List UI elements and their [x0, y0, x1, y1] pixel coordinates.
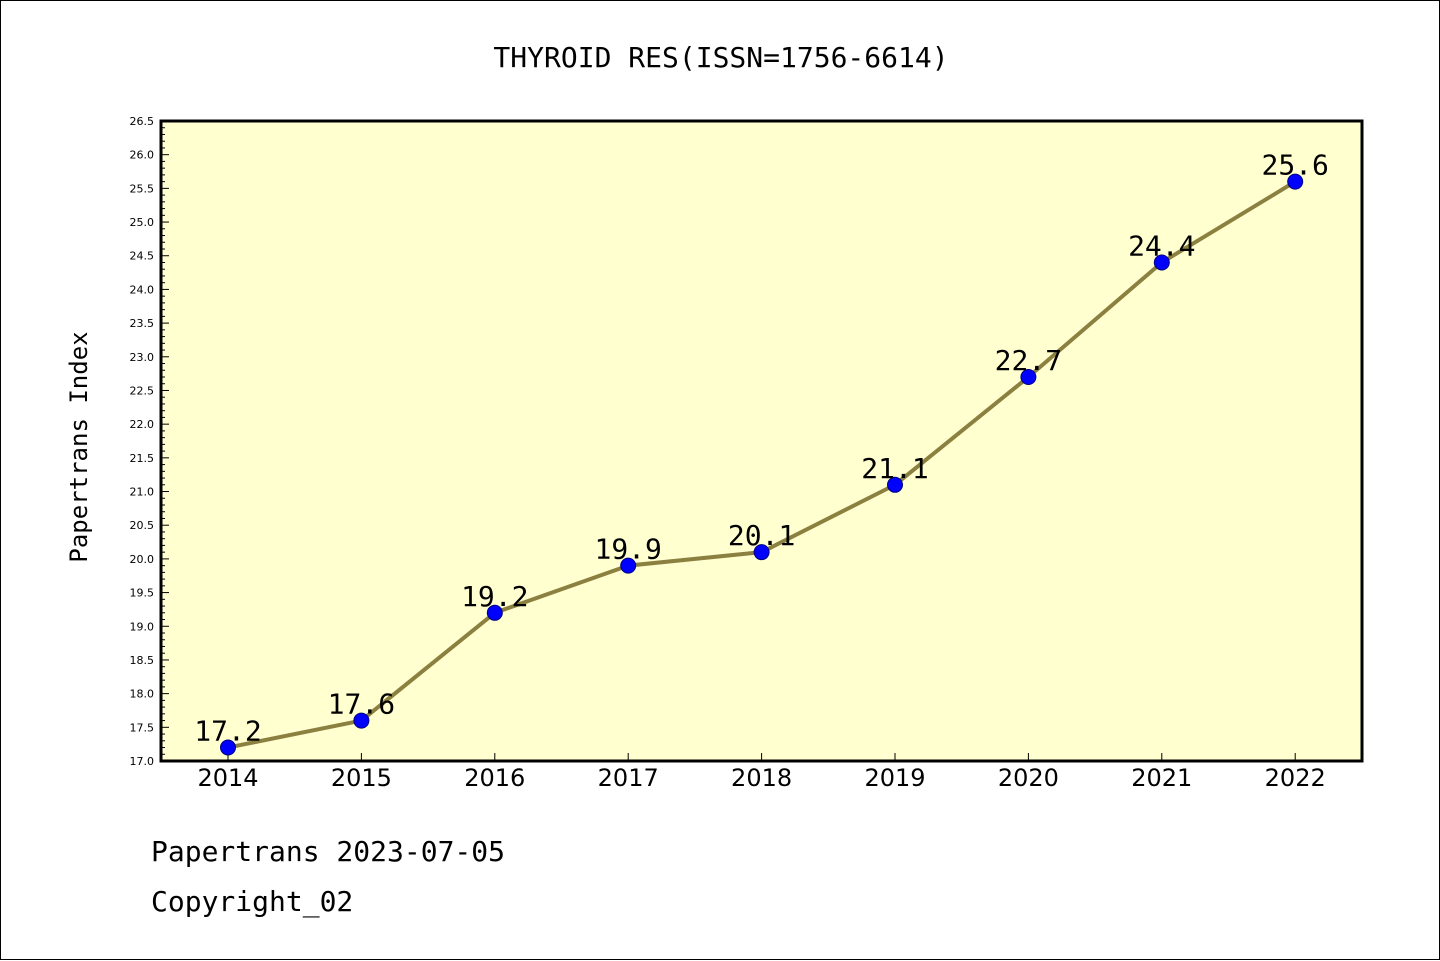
x-tick-label: 2021 — [1131, 764, 1192, 792]
y-ticks: 17.0 17.5 18.0 18.5 19.0 19.5 20.0 20.5 21.0 21.5… — [130, 115, 169, 768]
data-labels: 17.2 17.6 19.2 19.9 20.1 21.1 22.7 24.4 25.6 — [194, 149, 1329, 748]
y-tick-label: 20.5 — [130, 519, 155, 532]
x-tick-label: 2022 — [1265, 764, 1326, 792]
x-tick-label: 2018 — [731, 764, 792, 792]
y-tick-label: 23.0 — [130, 351, 155, 364]
x-tick-label: 2019 — [864, 764, 925, 792]
y-tick-label: 21.0 — [130, 486, 155, 499]
y-tick-label: 18.5 — [130, 654, 155, 667]
data-label: 17.2 — [194, 715, 261, 748]
data-point — [887, 476, 903, 493]
data-point — [353, 712, 370, 729]
y-tick-label: 19.5 — [130, 587, 155, 600]
y-tick-label: 18.0 — [130, 688, 155, 701]
y-tick-label: 23.5 — [130, 317, 155, 330]
data-label: 20.1 — [728, 519, 795, 552]
y-tick-label: 24.0 — [130, 283, 155, 296]
x-tick-label: 2016 — [464, 764, 525, 792]
plot-border — [159, 119, 1364, 763]
data-point — [1153, 254, 1170, 271]
data-label: 24.4 — [1128, 229, 1195, 262]
data-label: 21.1 — [861, 452, 928, 485]
footer-copyright: Copyright_02 — [151, 885, 354, 918]
y-tick-label: 22.5 — [130, 384, 155, 397]
y-tick-label: 20.0 — [130, 553, 155, 566]
data-point — [1287, 173, 1304, 190]
data-label: 19.2 — [461, 580, 528, 613]
data-label: 19.9 — [594, 533, 661, 566]
data-point — [486, 604, 503, 621]
plot-area — [161, 121, 1362, 761]
y-tick-label: 25.5 — [130, 182, 155, 195]
data-point — [753, 544, 770, 561]
y-tick-label: 24.5 — [130, 250, 155, 263]
x-tick-label: 2017 — [598, 764, 659, 792]
y-tick-label: 21.5 — [130, 452, 155, 465]
footer-date: Papertrans 2023-07-05 — [151, 835, 506, 868]
x-ticks: 2014 2015 2016 2017 2018 2019 2020 2021 2022 — [197, 753, 1326, 792]
x-tick-label: 2014 — [197, 764, 258, 792]
y-tick-label: 22.0 — [130, 418, 155, 431]
y-tick-label: 26.0 — [130, 149, 155, 162]
series-layer — [220, 173, 1304, 756]
x-tick-label: 2020 — [998, 764, 1059, 792]
y-axis-label: Papertrans Index — [65, 331, 93, 562]
y-tick-label: 17.0 — [130, 755, 155, 768]
data-label: 17.6 — [328, 688, 395, 721]
y-tick-label: 17.5 — [130, 721, 155, 734]
x-tick-label: 2015 — [331, 764, 392, 792]
data-point — [1020, 369, 1037, 385]
data-point — [220, 739, 236, 756]
y-tick-label: 26.5 — [130, 115, 155, 128]
y-tick-label: 25.0 — [130, 216, 155, 229]
y-tick-label: 19.0 — [130, 620, 155, 633]
chart-title: THYROID RES(ISSN=1756-6614) — [493, 41, 948, 74]
data-label: 25.6 — [1261, 149, 1328, 182]
data-point — [620, 557, 637, 574]
data-label: 22.7 — [995, 344, 1062, 377]
